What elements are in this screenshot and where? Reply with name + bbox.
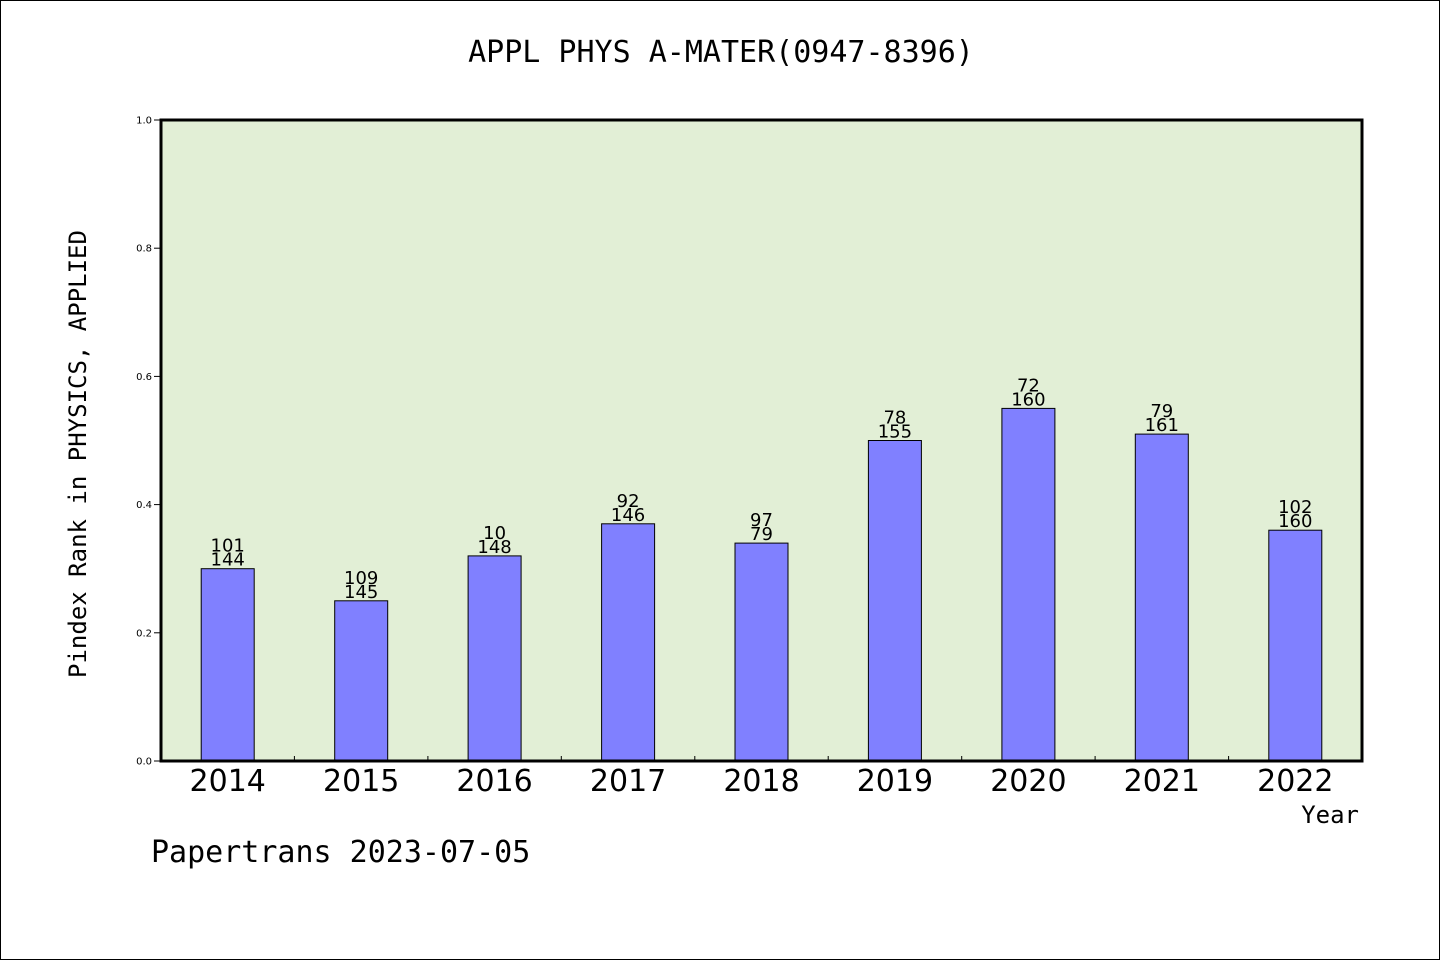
data-label-rank-2014: 101 <box>211 536 245 557</box>
y-axis: 0.0 0.2 0.4 0.6 0.8 1.0 <box>136 116 161 768</box>
x-tick-label-2020: 2020 <box>990 764 1066 799</box>
x-tick-label-2016: 2016 <box>456 764 532 799</box>
data-label-total-2015: 145 <box>344 582 378 603</box>
data-label-total-2020: 160 <box>1011 389 1045 410</box>
data-label-rank-2018: 97 <box>750 510 773 531</box>
bar-2018 <box>734 542 789 762</box>
bar-2015 <box>334 600 389 762</box>
footer-credit: Papertrans 2023-07-05 <box>151 835 531 870</box>
data-label-total-2018: 79 <box>750 524 773 545</box>
y-tick-label-1.0: 1.0 <box>136 116 152 127</box>
y-tick-label-0.2: 0.2 <box>136 628 152 639</box>
data-label-rank-2022: 102 <box>1278 497 1312 518</box>
plot-border <box>159 118 1364 763</box>
x-axis-label: Year <box>1301 801 1359 829</box>
bar-2021 <box>1134 433 1189 762</box>
bar-2016 <box>467 555 522 762</box>
bars-group <box>200 407 1323 762</box>
chart-title: APPL PHYS A-MATER(0947-8396) <box>468 35 974 70</box>
y-tick-label-0.4: 0.4 <box>136 500 152 511</box>
bar-2020 <box>1001 407 1056 762</box>
x-tick-label-2014: 2014 <box>190 764 266 799</box>
x-tick-label-2021: 2021 <box>1124 764 1200 799</box>
y-tick-label-0.6: 0.6 <box>136 372 152 383</box>
x-tick-label-2015: 2015 <box>323 764 399 799</box>
x-tick-label-2017: 2017 <box>590 764 666 799</box>
y-tick-label-0.0: 0.0 <box>136 757 152 768</box>
data-label-total-2017: 146 <box>611 505 645 526</box>
data-label-rank-2016: 10 <box>483 523 506 544</box>
bar-2019 <box>867 440 922 762</box>
x-tick-label-2022: 2022 <box>1257 764 1333 799</box>
data-label-total-2019: 155 <box>878 422 912 443</box>
bar-2022 <box>1268 529 1323 762</box>
data-label-rank-2021: 79 <box>1150 401 1173 422</box>
bar-2014 <box>200 568 255 762</box>
y-tick-label-0.8: 0.8 <box>136 244 152 255</box>
data-label-rank-2020: 72 <box>1017 375 1040 396</box>
data-label-total-2022: 160 <box>1278 511 1312 532</box>
bar-2017 <box>601 523 656 762</box>
data-label-total-2014: 144 <box>211 550 245 571</box>
x-tick-label-2018: 2018 <box>723 764 799 799</box>
x-tick-label-2019: 2019 <box>857 764 933 799</box>
data-label-total-2021: 161 <box>1145 415 1179 436</box>
data-label-rank-2015: 109 <box>344 568 378 589</box>
x-axis: 2014 2015 2016 2017 2018 2019 2020 2021 2022 <box>190 756 1333 799</box>
data-label-rank-2019: 78 <box>883 408 906 429</box>
data-label-total-2016: 148 <box>477 537 511 558</box>
data-label-rank-2017: 92 <box>617 491 640 512</box>
